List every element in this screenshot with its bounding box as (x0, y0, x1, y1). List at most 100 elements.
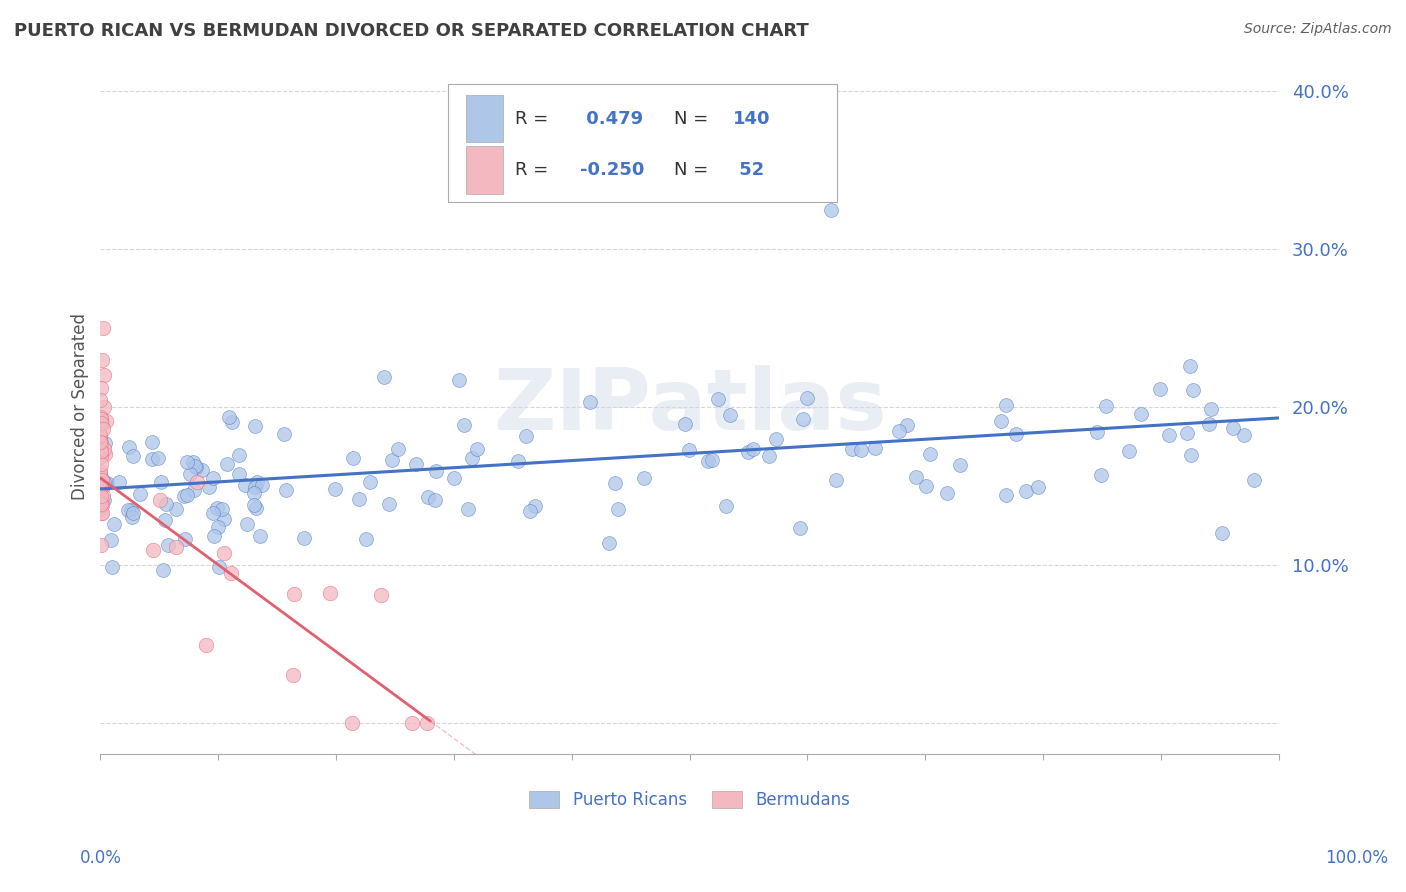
Point (205, 500, 228, 515)
Point (920, 447, 942, 461)
Point (118, 441, 141, 455)
Point (1085, 425, 1108, 440)
Point (90, 440, 112, 454)
Point (519, 504, 541, 518)
Text: R =: R = (515, 110, 548, 128)
Point (90, 477, 112, 491)
Point (896, 417, 918, 432)
Point (141, 452, 163, 467)
Point (179, 467, 201, 481)
Point (250, 478, 273, 492)
Point (89, 428, 111, 442)
Point (93, 475, 115, 489)
FancyBboxPatch shape (449, 84, 837, 202)
Point (186, 475, 208, 490)
Point (579, 395, 602, 409)
Point (765, 432, 787, 446)
Point (90, 416, 112, 430)
Point (184, 458, 207, 473)
Point (387, 442, 409, 456)
Text: -0.250: -0.250 (579, 161, 644, 178)
Point (94, 447, 117, 461)
Point (905, 470, 928, 484)
Point (90, 469, 112, 483)
Point (825, 473, 848, 487)
Point (243, 498, 266, 512)
Point (377, 497, 399, 511)
Point (718, 408, 741, 422)
Point (195, 638, 218, 652)
Point (108, 475, 131, 489)
Point (89, 442, 111, 457)
Point (1095, 399, 1118, 413)
Point (155, 497, 177, 511)
Point (121, 502, 143, 516)
Point (152, 563, 174, 577)
Point (90, 353, 112, 368)
Point (1211, 526, 1233, 541)
Point (90, 381, 112, 395)
Point (218, 410, 240, 425)
Point (1130, 407, 1153, 421)
Point (1175, 425, 1198, 440)
Point (323, 482, 346, 496)
Point (93, 368, 115, 383)
Point (207, 520, 229, 534)
Point (90, 507, 112, 521)
Point (340, 715, 363, 730)
Text: 0.0%: 0.0% (80, 849, 122, 867)
Point (370, 588, 392, 602)
Point (1233, 428, 1256, 442)
Point (281, 668, 304, 682)
Point (990, 414, 1012, 428)
Point (401, 715, 423, 730)
Point (707, 392, 730, 406)
Point (416, 715, 439, 730)
Point (103, 517, 125, 532)
Point (283, 586, 305, 600)
Text: PUERTO RICAN VS BERMUDAN DIVORCED OR SEPARATED CORRELATION CHART: PUERTO RICAN VS BERMUDAN DIVORCED OR SEP… (14, 22, 808, 40)
Point (245, 501, 267, 516)
Point (90, 411, 112, 425)
Text: 100.0%: 100.0% (1326, 849, 1388, 867)
Point (90, 538, 112, 552)
Point (416, 490, 439, 504)
Point (91, 479, 114, 493)
Point (465, 442, 488, 457)
Point (242, 486, 264, 500)
Point (460, 450, 482, 465)
Point (453, 417, 475, 432)
Point (157, 538, 180, 552)
Point (165, 502, 187, 516)
Point (1178, 359, 1201, 374)
Point (381, 452, 404, 467)
Point (148, 492, 170, 507)
Point (841, 442, 863, 456)
Point (90, 416, 112, 430)
Point (183, 483, 205, 497)
Point (212, 546, 235, 560)
Point (181, 455, 204, 469)
Point (1198, 417, 1220, 431)
Point (176, 488, 198, 502)
Point (202, 506, 225, 520)
FancyBboxPatch shape (465, 95, 503, 143)
Point (149, 475, 172, 490)
Point (249, 529, 271, 543)
Point (523, 499, 546, 513)
Point (121, 510, 143, 524)
Point (89, 410, 111, 425)
Point (598, 535, 620, 549)
Point (233, 478, 256, 492)
Point (1180, 448, 1202, 462)
Point (245, 480, 267, 494)
Point (141, 543, 163, 558)
Point (117, 502, 139, 516)
Point (202, 529, 225, 543)
Point (89, 392, 111, 407)
Point (96, 414, 118, 428)
Point (141, 435, 163, 450)
Point (1090, 467, 1112, 482)
Point (90, 498, 112, 512)
Point (90, 457, 112, 471)
